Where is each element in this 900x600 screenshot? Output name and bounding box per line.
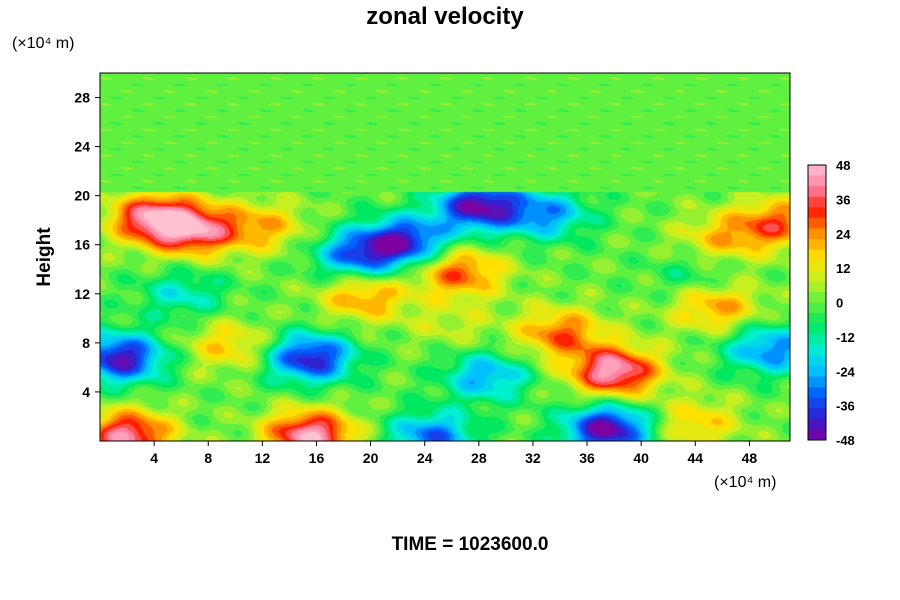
chart-title: zonal velocity bbox=[366, 3, 524, 30]
plot-frame bbox=[99, 72, 791, 442]
x-tick-label: 16 bbox=[309, 450, 325, 466]
colorbar-segment bbox=[808, 165, 826, 177]
colorbar-segment bbox=[808, 418, 826, 430]
y-tick-label: 16 bbox=[74, 237, 90, 253]
colorbar-tick-label: -36 bbox=[836, 399, 855, 414]
colorbar-tick-label: -12 bbox=[836, 330, 855, 345]
colorbar-segment bbox=[808, 355, 826, 367]
colorbar-segment bbox=[808, 228, 826, 240]
y-tick-label: 28 bbox=[74, 90, 90, 106]
colorbar-segment bbox=[808, 387, 826, 399]
y-unit-label: (×10⁴ m) bbox=[12, 35, 74, 52]
colorbar-segment bbox=[808, 334, 826, 346]
colorbar-segment bbox=[808, 397, 826, 409]
x-tick-label: 8 bbox=[204, 450, 212, 466]
x-tick-label: 28 bbox=[471, 450, 487, 466]
y-tick-label: 8 bbox=[82, 335, 90, 351]
colorbar-tick-label: -24 bbox=[836, 364, 856, 379]
colorbar-tick-label: 36 bbox=[836, 192, 850, 207]
heatmap-field bbox=[100, 73, 790, 441]
x-tick-label: 4 bbox=[150, 450, 158, 466]
x-tick-label: 12 bbox=[255, 450, 271, 466]
x-tick-label: 24 bbox=[417, 450, 433, 466]
colorbar-segment bbox=[808, 196, 826, 208]
colorbar-segment bbox=[808, 291, 826, 303]
x-tick-label: 36 bbox=[579, 450, 595, 466]
colorbar-segment bbox=[808, 313, 826, 325]
colorbar-segment bbox=[808, 207, 826, 219]
x-tick-label: 40 bbox=[633, 450, 649, 466]
y-tick-label: 24 bbox=[74, 139, 90, 155]
colorbar-segment bbox=[808, 175, 826, 187]
colorbar-segment bbox=[808, 249, 826, 261]
colorbar: 48 36 24 12 0 -12 -24 -36 -48 bbox=[807, 158, 856, 448]
x-tick-label: 44 bbox=[688, 450, 704, 466]
colorbar-segment bbox=[808, 344, 826, 356]
colorbar-segment bbox=[808, 429, 826, 441]
colorbar-tick-label: 12 bbox=[836, 261, 850, 276]
colorbar-tick-label: 0 bbox=[836, 296, 843, 311]
colorbar-segment bbox=[808, 408, 826, 420]
y-ticks: 4 8 12 16 20 24 28 bbox=[74, 90, 100, 400]
y-axis-label: Height bbox=[34, 227, 55, 287]
colorbar-segment bbox=[808, 270, 826, 282]
colorbar-tick-label: -48 bbox=[836, 433, 855, 448]
colorbar-segment bbox=[808, 217, 826, 229]
colorbar-segment bbox=[808, 323, 826, 335]
x-tick-label: 20 bbox=[363, 450, 379, 466]
colorbar-segment bbox=[808, 376, 826, 388]
y-tick-label: 20 bbox=[74, 188, 90, 204]
x-unit-label: (×10⁴ m) bbox=[714, 474, 776, 491]
colorbar-segment bbox=[808, 281, 826, 293]
colorbar-segment bbox=[808, 260, 826, 272]
colorbar-segment bbox=[808, 186, 826, 198]
colorbar-segment bbox=[808, 239, 826, 251]
x-ticks: 4 8 12 16 20 24 28 32 36 40 44 48 bbox=[150, 441, 757, 466]
y-tick-label: 4 bbox=[82, 384, 90, 400]
y-tick-label: 12 bbox=[74, 286, 90, 302]
colorbar-segment bbox=[808, 302, 826, 314]
colorbar-tick-label: 24 bbox=[836, 227, 851, 242]
colorbar-segment bbox=[808, 365, 826, 378]
x-tick-label: 32 bbox=[525, 450, 541, 466]
time-label: TIME = 1023600.0 bbox=[392, 534, 549, 555]
colorbar-tick-label: 48 bbox=[836, 158, 850, 173]
x-tick-label: 48 bbox=[742, 450, 758, 466]
colorbar-frame bbox=[807, 164, 827, 441]
